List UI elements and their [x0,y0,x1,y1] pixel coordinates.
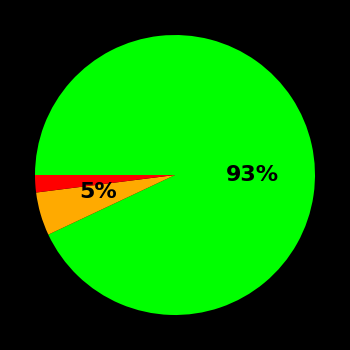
Text: 5%: 5% [79,182,117,202]
Wedge shape [35,175,175,192]
Wedge shape [36,175,175,234]
Wedge shape [35,35,315,315]
Text: 93%: 93% [225,165,279,185]
